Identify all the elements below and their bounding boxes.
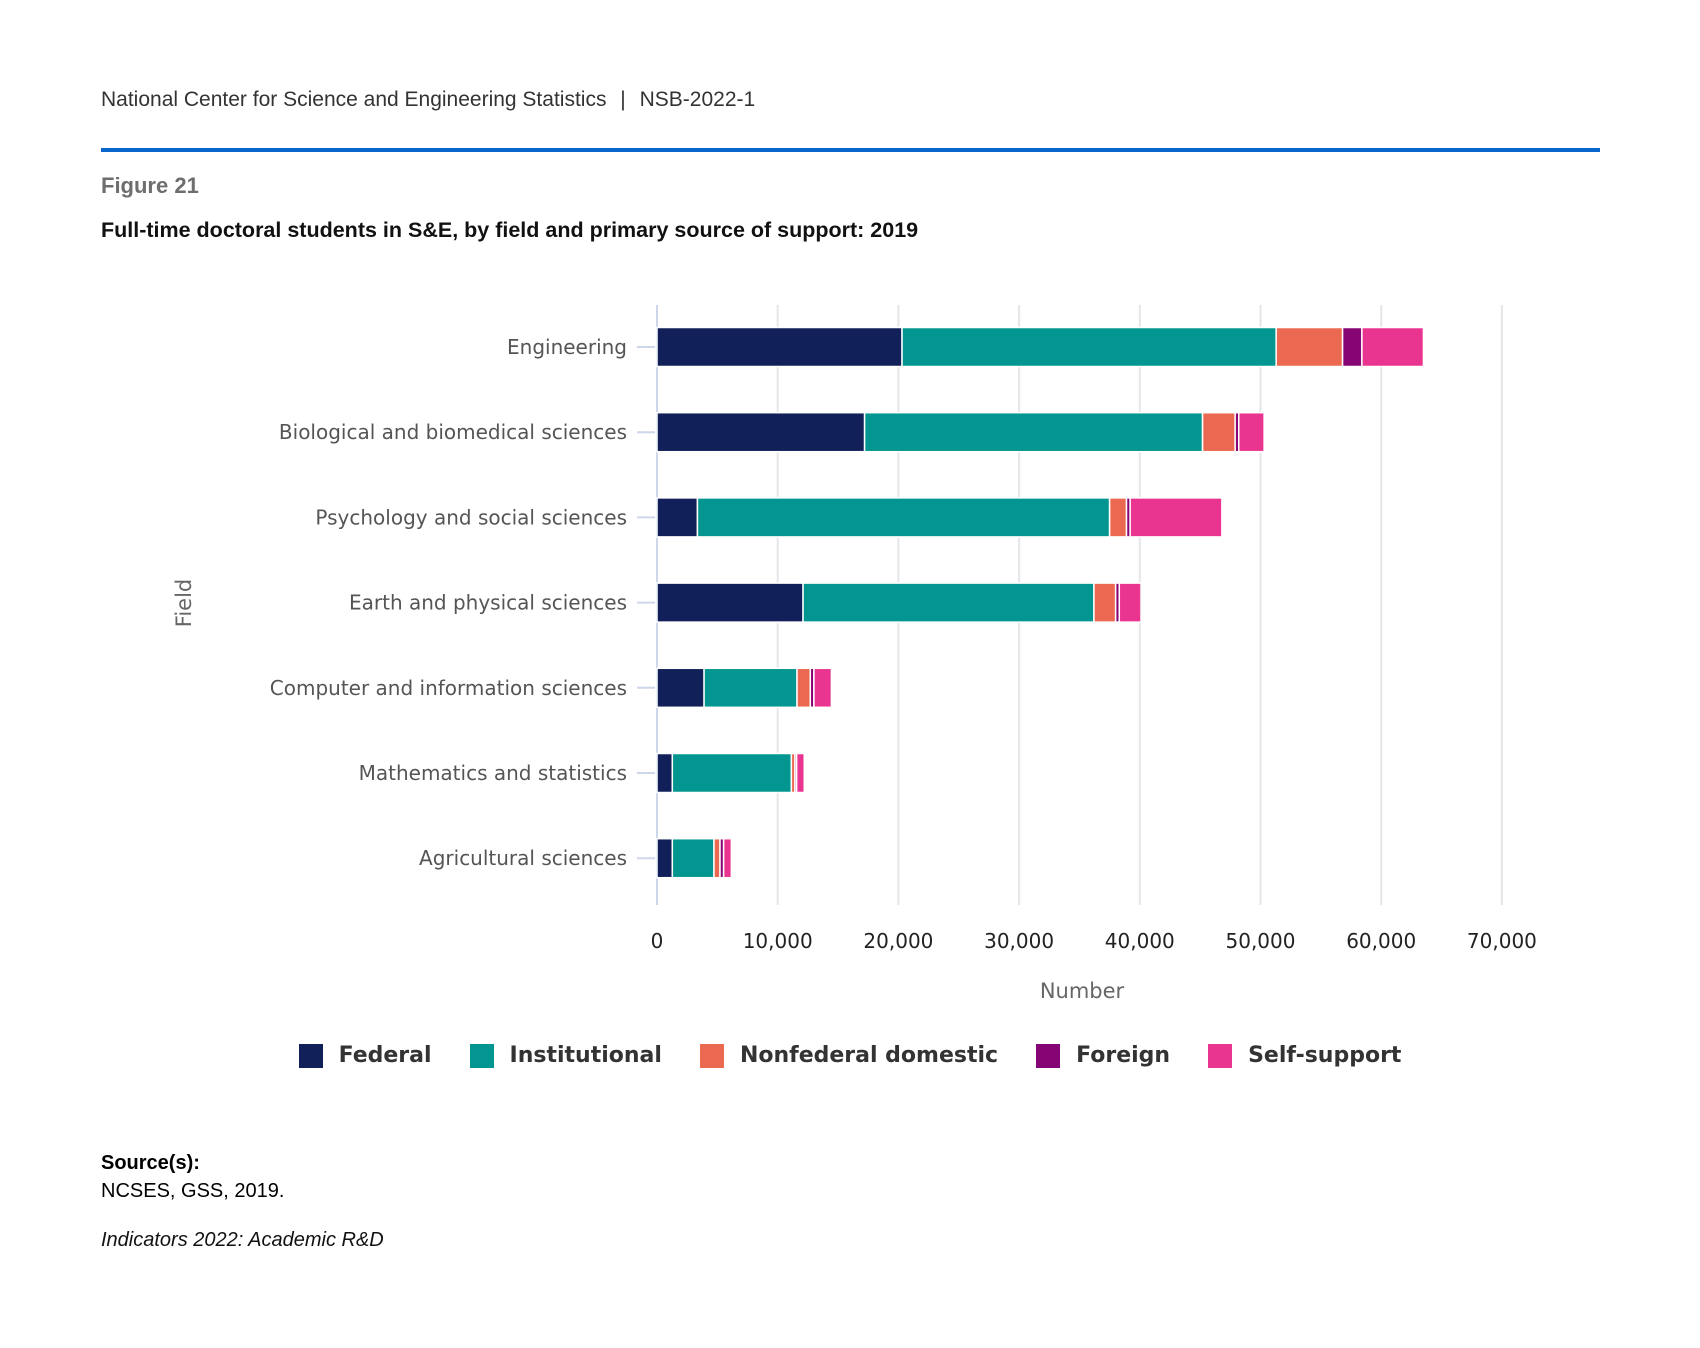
category-label: Agricultural sciences (419, 846, 627, 870)
y-axis (637, 305, 658, 905)
org-name: National Center for Science and Engineer… (101, 88, 607, 111)
figure-title: Full-time doctoral students in S&E, by f… (101, 218, 919, 242)
indicators-label: Indicators 2022: Academic R&D (101, 1229, 384, 1251)
bar-segment-nonfederal-domestic (1093, 582, 1117, 623)
legend-label: Nonfederal domestic (739, 1043, 999, 1068)
legend: Federal Institutional Nonfederal domestic F… (0, 1043, 1700, 1068)
bar-segment-self-support (1129, 497, 1223, 538)
bar-segment-nonfederal-domestic (1201, 411, 1236, 453)
category-labels: Engineering Biological and biomedical sci… (270, 335, 627, 870)
legend-label: Foreign (1076, 1043, 1171, 1068)
bar-segment-self-support (1361, 326, 1425, 368)
legend-swatch (1208, 1043, 1233, 1068)
bar-segment-nonfederal-domestic (1275, 326, 1344, 368)
bar-segment-institutional (863, 411, 1204, 453)
bar-segment-nonfederal-domestic (713, 837, 721, 879)
x-tick-label: 40,000 (1105, 929, 1175, 953)
bar-segment-federal (656, 326, 903, 368)
legend-swatch (469, 1043, 494, 1068)
bar-segment-self-support (722, 837, 733, 879)
legend-swatch (1036, 1043, 1061, 1068)
header-separator: | (620, 88, 626, 111)
bar-segment-self-support (1238, 411, 1265, 453)
legend-label: Institutional (509, 1043, 662, 1068)
stacked-bar-chart: Engineering Biological and biomedical sci… (172, 305, 1537, 1003)
bar-segment-nonfederal-domestic (796, 667, 812, 709)
x-tick-label: 30,000 (984, 929, 1054, 953)
legend-swatch (699, 1043, 724, 1068)
bar-segment-foreign (1341, 326, 1363, 368)
y-axis-title: Field (172, 579, 196, 627)
bar-segment-institutional (901, 326, 1277, 368)
x-tick-label: 10,000 (743, 929, 813, 953)
report-id: NSB-2022-1 (639, 88, 756, 111)
source-heading: Source(s): (101, 1152, 200, 1174)
bar-segment-federal (656, 752, 674, 794)
bar-segment-self-support (813, 667, 833, 709)
legend-label: Self-support (1248, 1043, 1402, 1068)
bars (656, 326, 1425, 879)
legend-swatch (298, 1043, 323, 1068)
bar-segment-institutional (703, 667, 798, 709)
figure-number: Figure 21 (101, 173, 199, 198)
bar-segment-institutional (696, 497, 1111, 538)
legend-item[interactable]: Self-support (1208, 1043, 1401, 1068)
x-tick-labels: 0 10,000 20,000 30,000 40,000 50,000 60,000 70,… (651, 929, 1537, 953)
x-axis-title: Number (1040, 979, 1125, 1003)
x-tick-label: 70,000 (1467, 929, 1537, 953)
x-tick-label: 20,000 (863, 929, 933, 953)
bar-segment-federal (656, 582, 804, 623)
x-tick-label: 50,000 (1226, 929, 1296, 953)
bar-segment-institutional (802, 582, 1095, 623)
bar-segment-institutional (671, 752, 793, 794)
category-label: Engineering (507, 335, 627, 359)
bar-segment-self-support (1118, 582, 1142, 623)
source-text: NCSES, GSS, 2019. (101, 1180, 285, 1202)
legend-item[interactable]: Nonfederal domestic (699, 1043, 999, 1068)
bar-segment-self-support (795, 752, 806, 794)
category-label: Biological and biomedical sciences (279, 420, 627, 444)
legend-item[interactable]: Federal (298, 1043, 432, 1068)
bar-segment-nonfederal-domestic (1108, 497, 1128, 538)
bar-segment-federal (656, 667, 705, 709)
legend-item[interactable]: Foreign (1036, 1043, 1170, 1068)
category-label: Earth and physical sciences (349, 591, 627, 615)
legend-item[interactable]: Institutional (469, 1043, 662, 1068)
category-label: Psychology and social sciences (315, 505, 627, 529)
header-rule (101, 148, 1600, 152)
bar-segment-institutional (671, 837, 715, 879)
category-label: Computer and information sciences (270, 676, 627, 700)
x-tick-label: 60,000 (1346, 929, 1416, 953)
report-header: National Center for Science and Engineer… (101, 88, 755, 112)
x-tick-label: 0 (651, 929, 664, 953)
legend-label: Federal (338, 1043, 432, 1068)
bar-segment-federal (656, 837, 674, 879)
bar-segment-federal (656, 411, 866, 453)
bar-segment-federal (656, 497, 699, 538)
category-label: Mathematics and statistics (359, 761, 627, 785)
